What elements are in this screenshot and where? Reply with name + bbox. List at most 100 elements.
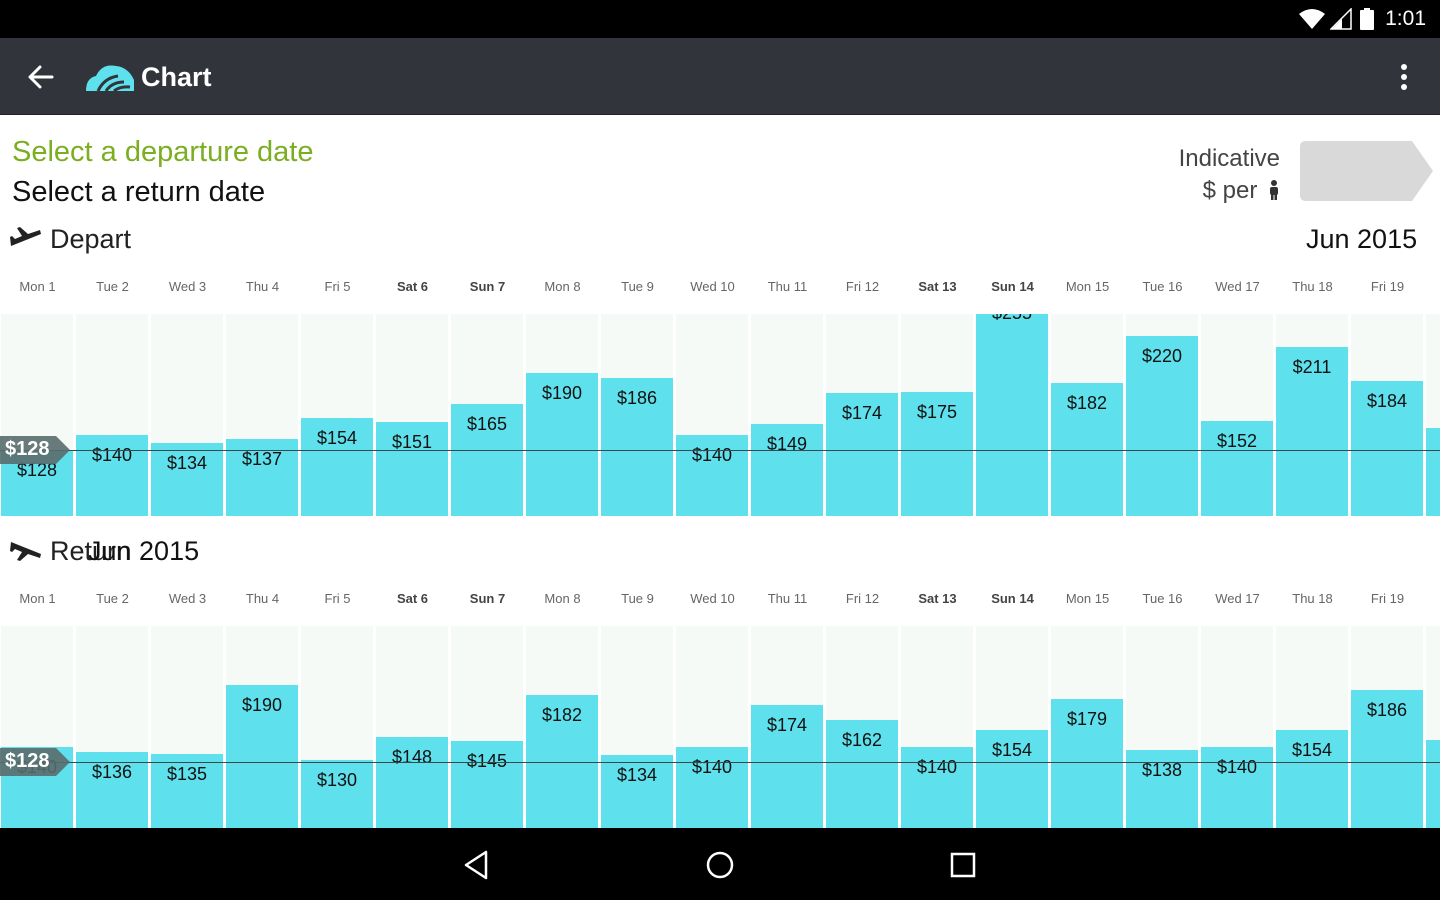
app-title: Chart — [141, 62, 212, 92]
price-bar[interactable] — [1276, 347, 1348, 516]
price-bar[interactable] — [76, 435, 148, 516]
return-chart[interactable]: $140 $136 $135 $190 $130 $148 $145 $182 $134 $140… — [0, 626, 1440, 828]
price-bar-partial[interactable] — [1426, 740, 1440, 828]
day-label: Sat 6 — [396, 279, 429, 294]
price-bar[interactable] — [301, 759, 373, 828]
price-bar[interactable] — [376, 737, 448, 828]
system-nav-bar — [0, 828, 1440, 900]
day-label: Tue 16 — [1142, 591, 1183, 606]
price-bar[interactable] — [826, 720, 898, 828]
price-label: $186 — [1366, 700, 1408, 721]
price-bar[interactable] — [676, 747, 748, 828]
price-bar[interactable] — [301, 418, 373, 516]
signal-icon — [1330, 8, 1352, 30]
price-bar[interactable] — [526, 695, 598, 828]
price-label: $174 — [841, 403, 883, 424]
return-day-axis: Mon 1 Tue 2 Wed 3 Thu 4 Fri 5 Sat 6 Sun 7 Mon 8… — [0, 591, 1440, 611]
price-label: $140 — [1216, 757, 1258, 778]
day-label: Wed 10 — [690, 591, 735, 606]
price-bar[interactable] — [376, 421, 448, 516]
price-bar[interactable] — [1351, 380, 1423, 516]
price-bar[interactable] — [976, 730, 1048, 828]
legend-line-per-person: $ per — [1179, 175, 1280, 207]
price-label: $151 — [391, 431, 433, 452]
price-label: $184 — [1366, 390, 1408, 411]
price-bar[interactable] — [151, 753, 223, 828]
day-label: Thu 18 — [1292, 591, 1333, 606]
price-label: $149 — [766, 434, 808, 455]
status-time: 1:01 — [1385, 7, 1426, 30]
price-bar[interactable] — [226, 439, 298, 516]
day-label: Tue 9 — [621, 279, 654, 294]
day-label: Fri 12 — [845, 279, 880, 294]
day-label: Fri 19 — [1370, 279, 1405, 294]
day-label: Tue 2 — [96, 591, 129, 606]
price-label: $179 — [1066, 709, 1108, 730]
price-bar[interactable] — [451, 741, 523, 828]
price-bar[interactable] — [901, 747, 973, 828]
price-bar-partial[interactable] — [1426, 428, 1440, 516]
price-label: $220 — [1141, 346, 1183, 367]
price-bar[interactable] — [601, 754, 673, 828]
price-label: $136 — [91, 762, 133, 783]
price-bar[interactable] — [1351, 690, 1423, 828]
return-section-label: Return — [10, 536, 131, 567]
legend-per-text: $ per — [1202, 177, 1258, 204]
price-bar[interactable] — [826, 393, 898, 516]
price-label: $154 — [991, 740, 1033, 761]
cheapest-price-marker — [0, 748, 70, 777]
select-return-prompt: Select a return date — [12, 176, 266, 208]
price-bar[interactable] — [901, 392, 973, 516]
day-label: Mon 8 — [544, 591, 581, 606]
wifi-icon — [1299, 9, 1325, 29]
price-label: $182 — [1066, 393, 1108, 414]
logo-icon — [86, 65, 134, 92]
nav-recents-icon[interactable] — [946, 848, 980, 882]
status-bar: 1:01 — [0, 0, 1440, 38]
price-label: $140 — [91, 445, 133, 466]
depart-section-label: Depart — [10, 224, 131, 255]
price-bar[interactable] — [76, 752, 148, 828]
day-label: Thu 18 — [1292, 279, 1333, 294]
price-bar[interactable] — [601, 378, 673, 516]
app-bar: Chart — [0, 38, 1440, 115]
price-label: $154 — [1291, 740, 1333, 761]
price-bar[interactable] — [1276, 730, 1348, 828]
legend-swatch — [1300, 141, 1433, 201]
price-bar[interactable] — [1051, 699, 1123, 828]
price-bar[interactable] — [226, 685, 298, 828]
back-arrow-icon[interactable] — [26, 62, 56, 92]
price-bar[interactable] — [151, 442, 223, 516]
price-label: $140 — [916, 757, 958, 778]
price-bar[interactable] — [1051, 383, 1123, 516]
price-bar[interactable] — [1126, 336, 1198, 516]
legend-line-indicative: Indicative — [1178, 145, 1280, 172]
more-vert-icon[interactable] — [1392, 62, 1416, 92]
price-bar[interactable] — [526, 373, 598, 516]
day-label: Fri 5 — [324, 591, 351, 606]
price-bar[interactable] — [1201, 747, 1273, 828]
depart-chart[interactable]: $128 $140 $134 $137 $154 $151 $165 $190 $186 $140… — [0, 314, 1440, 516]
cheapest-price-marker — [0, 436, 70, 465]
price-bar[interactable] — [751, 424, 823, 516]
day-label: Wed 10 — [690, 279, 735, 294]
price-bar[interactable] — [976, 314, 1048, 516]
price-bar[interactable] — [751, 705, 823, 828]
day-label: Thu 11 — [767, 591, 808, 606]
day-label: Thu 4 — [245, 591, 280, 606]
cheapest-price-marker-label: $128 — [5, 438, 50, 461]
day-label: Sun 7 — [469, 279, 506, 294]
price-bar[interactable] — [676, 435, 748, 516]
day-label: Mon 1 — [19, 279, 56, 294]
price-bar[interactable] — [1201, 420, 1273, 516]
nav-back-icon[interactable] — [460, 848, 494, 882]
price-label: $148 — [391, 747, 433, 768]
nav-home-icon[interactable] — [703, 848, 737, 882]
day-label: Tue 2 — [96, 279, 129, 294]
day-label: Tue 9 — [621, 591, 654, 606]
day-label: Mon 1 — [19, 591, 56, 606]
price-label: $134 — [166, 452, 208, 473]
price-label: $190 — [541, 383, 583, 404]
day-label: Tue 16 — [1142, 279, 1183, 294]
price-bar[interactable] — [451, 404, 523, 516]
